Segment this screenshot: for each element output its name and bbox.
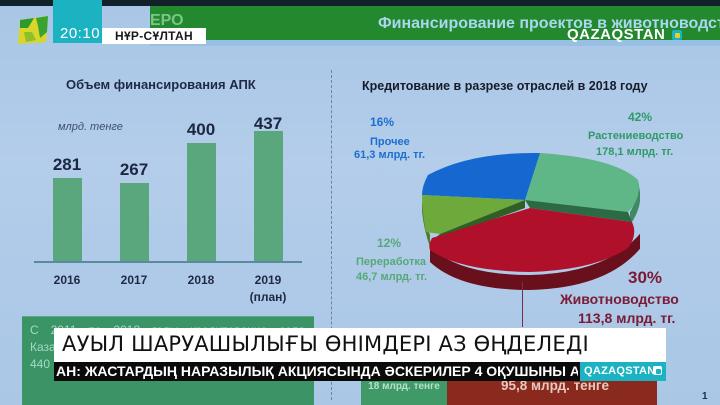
x-tick-2017: 2017 [120, 273, 148, 287]
mini-bar-green-label: 18 млрд. тенге [368, 381, 440, 392]
pie-chart-title: Кредитование в разрезе отраслей в 2018 г… [362, 79, 648, 93]
bar-value-2017: 267 [119, 160, 149, 179]
pie-label-other-name: Прочее [370, 136, 410, 148]
x-tick-2016: 2016 [53, 273, 81, 287]
news-ticker-bar [54, 362, 580, 381]
bar-2016 [53, 178, 82, 261]
channel-logo: QAZAQSTAN [567, 26, 666, 43]
headline-text: АУЫЛ ШАРУАШЫЛЫҒЫ ӨНІМДЕРІ АЗ ӨҢДЕЛЕДІ [62, 332, 589, 356]
header-band [150, 40, 720, 46]
bar-chart-title: Объем финансирования АПК [66, 77, 256, 92]
clock-box [53, 0, 102, 43]
pie-label-livestock-name: Животноводство [560, 291, 679, 307]
bar-2017 [120, 183, 149, 261]
pie-label-other-value: 61,3 млрд. тг. [354, 149, 426, 161]
bar-value-2016: 281 [52, 155, 82, 174]
bar-2019 [254, 131, 283, 261]
pie-leader-line [522, 282, 523, 327]
bar-value-2019: 437 [253, 114, 283, 133]
x-tick-2019: 2019 (план) [249, 273, 287, 304]
pie-label-livestock-value: 113,8 млрд. тг. [578, 310, 676, 326]
pie-label-processing-percent: 12% [377, 236, 402, 250]
slide-divider [331, 70, 332, 400]
pie-label-crop-name: Растениеводство [588, 130, 684, 142]
city-name: НҰР-СҰЛТАН [114, 29, 193, 43]
pie-chart [422, 152, 640, 290]
ticker-brand-text: QAZAQSTAN [584, 365, 656, 377]
bar-chart-unit: млрд. тенге [58, 121, 123, 133]
pie-label-processing-value: 46,7 млрд. тг. [356, 271, 428, 283]
pie-label-other-percent: 16% [370, 115, 395, 129]
slide-header: ЕРО Финансирование проектов в животновод… [150, 6, 720, 40]
pie-label-livestock-percent: 30% [628, 268, 663, 287]
ministry-logo-icon [18, 16, 48, 44]
headline-bar [54, 328, 666, 362]
pie-label-processing-name: Переработка [356, 256, 426, 268]
pie-label-crop-value: 178,1 млрд. тг. [596, 146, 674, 158]
x-axis-line [34, 261, 302, 263]
slide-header-partial-text: ЕРО [150, 12, 184, 29]
city-box [102, 28, 206, 44]
clock-time: 20:10 [60, 25, 101, 42]
slide-title: Финансирование проектов в животноводстве [378, 15, 720, 32]
slide-page-number: 1 [702, 391, 708, 402]
ticker-brand-icon [653, 366, 662, 375]
pie-label-crop-percent: 42% [628, 110, 653, 124]
letterbox-bar [0, 0, 720, 6]
mini-bar-red-label: 95,8 млрд. тенге [501, 378, 609, 393]
x-tick-2018: 2018 [187, 273, 215, 287]
news-ticker-text: АН: ЖАСТАРДЫҢ НАРАЗЫЛЫҚ АКЦИЯСЫНДА ӘСКЕР… [56, 363, 578, 379]
bar-value-2018: 400 [186, 120, 216, 139]
ticker-brand-box [580, 362, 666, 381]
bar-2018 [187, 143, 216, 261]
channel-logo-icon [672, 30, 682, 40]
